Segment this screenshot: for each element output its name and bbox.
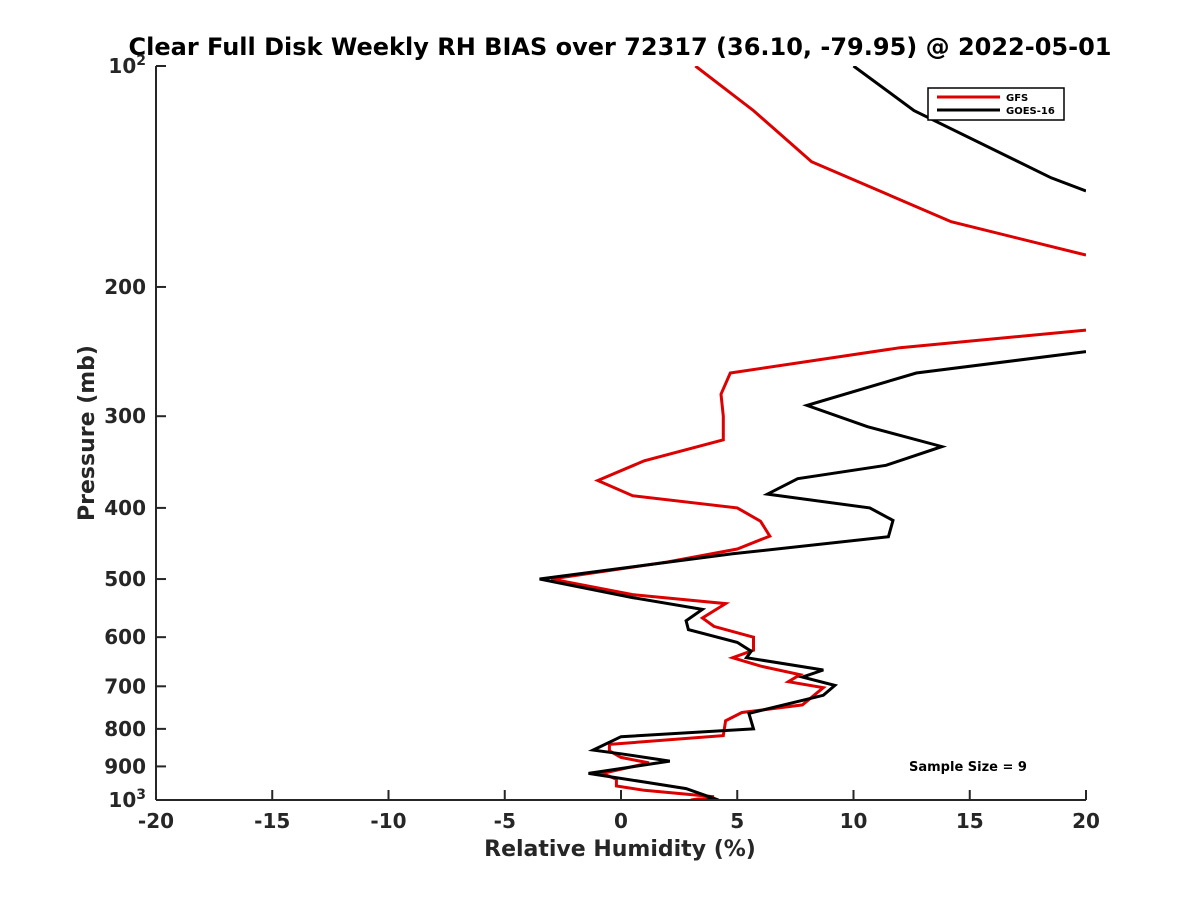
x-tick-label: -20 [138, 809, 174, 833]
axes: -20 -15 -10 -5 0 5 10 15 20 102 200 300 400 500 600 700… [104, 53, 1100, 833]
y-tick-label: 103 [108, 787, 146, 812]
x-tick-label: -15 [254, 809, 290, 833]
y-tick-label: 102 [108, 53, 146, 78]
y-tick-label: 400 [104, 496, 146, 520]
series-lines [539, 66, 1086, 800]
x-tick-label: 5 [730, 809, 744, 833]
x-tick-label: -5 [494, 809, 516, 833]
sample-size-annotation: Sample Size = 9 [909, 760, 1027, 775]
y-tick-label: 200 [104, 275, 146, 299]
x-tick-label: 20 [1072, 809, 1100, 833]
x-tick-label: 10 [840, 809, 868, 833]
legend: GFS GOES-16 [927, 87, 1065, 121]
legend-label: GOES-16 [1006, 106, 1055, 117]
y-tick-label: 600 [104, 625, 146, 649]
x-axis-label: Relative Humidity (%) [484, 837, 756, 862]
x-tick-label: 0 [614, 809, 628, 833]
y-axis-label: Pressure (mb) [75, 345, 100, 521]
y-tick-label: 700 [104, 674, 146, 698]
series-line-goes-16 [539, 66, 1086, 800]
x-tick-label: 15 [956, 809, 984, 833]
legend-box [927, 87, 1065, 121]
legend-label: GFS [1006, 93, 1028, 104]
y-tick-label: 300 [104, 404, 146, 428]
y-tick-label: 900 [104, 754, 146, 778]
x-tick-label: -10 [370, 809, 406, 833]
series-line-gfs [551, 66, 1086, 800]
y-tick-label: 800 [104, 717, 146, 741]
y-tick-label: 500 [104, 567, 146, 591]
chart-title: Clear Full Disk Weekly RH BIAS over 7231… [129, 33, 1112, 61]
